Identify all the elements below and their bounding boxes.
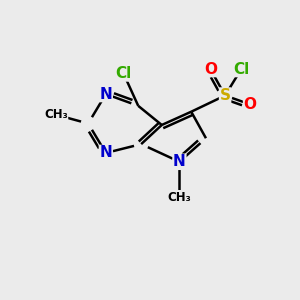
Text: O: O <box>204 61 217 76</box>
Text: O: O <box>244 97 256 112</box>
Text: Cl: Cl <box>116 66 132 81</box>
Text: N: N <box>100 146 112 160</box>
Text: CH₃: CH₃ <box>44 108 68 121</box>
Text: N: N <box>100 87 112 102</box>
Text: Cl: Cl <box>233 61 249 76</box>
Text: N: N <box>173 154 186 169</box>
Text: CH₃: CH₃ <box>168 190 191 204</box>
Text: S: S <box>220 88 231 103</box>
